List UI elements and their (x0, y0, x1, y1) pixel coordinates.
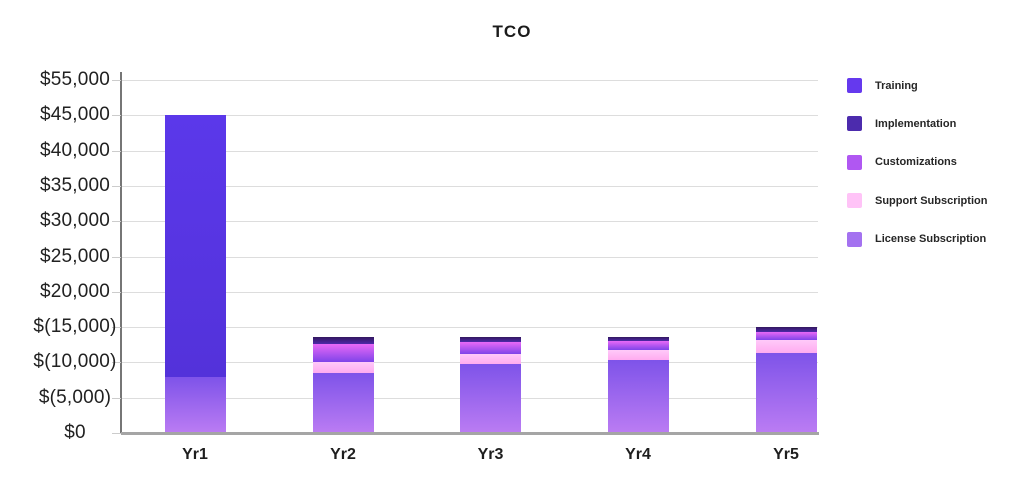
x-category-label: Yr1 (182, 446, 208, 463)
bar-segment-support (607, 349, 669, 360)
y-tick-label: $55,000 (39, 69, 111, 90)
bar-segment-license (312, 373, 374, 433)
legend-item-training: Training (847, 78, 918, 93)
legend-swatch-training (847, 78, 862, 93)
y-axis-tick (112, 397, 121, 399)
legend-label: Implementation (875, 117, 957, 130)
y-tick-label: $(10,000) (33, 351, 117, 373)
gridline (122, 221, 818, 223)
x-category-label: Yr4 (625, 446, 651, 463)
y-axis-tick (112, 80, 121, 81)
bar-segment-implementation (460, 337, 521, 343)
y-axis-tick (112, 433, 121, 434)
bar-segment-training (164, 115, 226, 377)
legend-label: Training (875, 79, 918, 92)
x-category-label: Yr5 (773, 446, 799, 463)
y-tick-label: $(5,000) (38, 386, 112, 408)
gridline (122, 115, 818, 117)
bar-segment-customizations (607, 340, 669, 350)
y-tick-label: $0 (64, 422, 86, 443)
bar-segment-license (607, 359, 669, 433)
y-axis-tick (112, 256, 121, 258)
y-tick-label: $(15,000) (33, 316, 117, 338)
bar-segment-customizations (312, 344, 374, 363)
bar-segment-implementation (607, 336, 669, 341)
bar-segment-support (460, 353, 521, 365)
bar-segment-customizations (460, 342, 521, 354)
gridline (122, 256, 818, 258)
bar-segment-support (755, 340, 817, 354)
y-axis-tick (112, 362, 121, 364)
bar-segment-implementation (312, 337, 374, 345)
bar-yr4 (607, 336, 669, 433)
gridline (122, 150, 818, 152)
y-axis-line (120, 72, 122, 434)
y-tick-label: $30,000 (39, 210, 111, 232)
bar-segment-implementation (755, 327, 817, 332)
legend-item-license: License Subscription (847, 231, 987, 247)
bar-yr3 (460, 337, 521, 433)
legend-swatch-license (847, 231, 862, 247)
legend-item-customizations: Customizations (847, 154, 957, 170)
legend-item-implementation: Implementation (847, 116, 957, 132)
gridline (122, 80, 818, 81)
y-axis-tick (112, 185, 121, 187)
gridline (122, 291, 818, 293)
legend-swatch-implementation (847, 116, 862, 132)
bar-yr2 (312, 337, 374, 433)
y-axis-tick (112, 291, 121, 293)
gridline (122, 327, 818, 329)
bar-segment-customizations (755, 331, 817, 341)
y-tick-label: $45,000 (39, 104, 111, 126)
bar-segment-license (460, 364, 521, 433)
y-tick-label: $40,000 (39, 139, 111, 161)
x-category-label: Yr2 (330, 446, 356, 463)
x-axis-line (121, 432, 819, 435)
bar-yr1 (164, 115, 226, 433)
bar-yr5 (755, 327, 817, 433)
chart-title: TCO (492, 22, 532, 41)
y-tick-label: $25,000 (39, 245, 111, 267)
legend-label: License Subscription (875, 233, 987, 246)
y-tick-label: $20,000 (39, 280, 111, 302)
bar-segment-license (755, 353, 817, 433)
x-category-label: Yr3 (477, 446, 504, 463)
bar-segment-license (164, 376, 226, 433)
bar-segment-support (312, 362, 374, 373)
y-tick-label: $35,000 (39, 174, 111, 196)
legend-swatch-support (847, 193, 862, 209)
legend-swatch-customizations (847, 154, 862, 170)
y-axis-tick (112, 115, 121, 117)
y-axis-tick (112, 327, 121, 329)
legend-label: Support Subscription (875, 194, 988, 207)
gridline (122, 185, 818, 187)
y-axis-tick (112, 221, 121, 223)
legend-label: Customizations (875, 156, 957, 169)
legend-item-support: Support Subscription (847, 193, 988, 209)
y-axis-tick (112, 150, 121, 152)
